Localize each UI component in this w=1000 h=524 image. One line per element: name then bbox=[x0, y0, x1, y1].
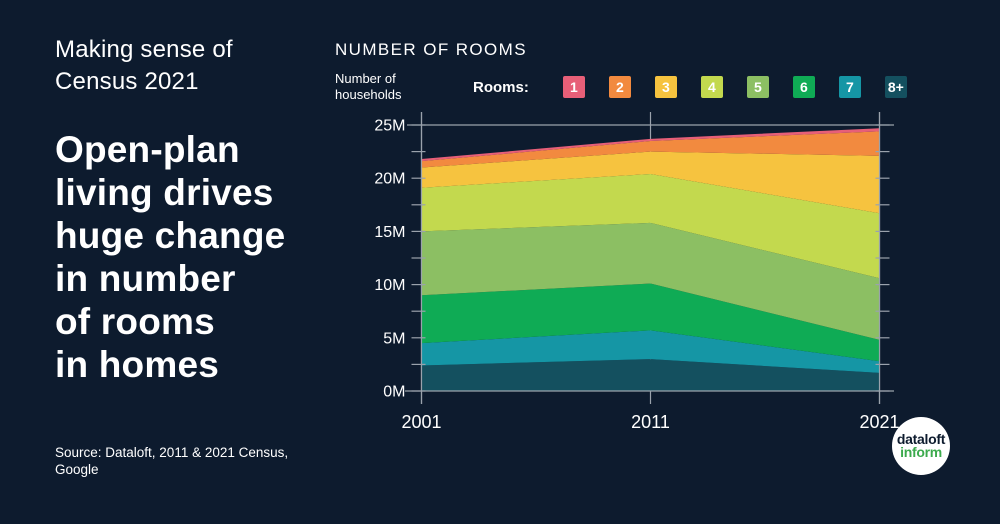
y-tick-label-0M: 0M bbox=[383, 384, 405, 401]
y-axis-caption: Number of households bbox=[335, 71, 402, 102]
legend-chip-7: 7 bbox=[838, 76, 861, 98]
dataloft-logo: dataloft inform bbox=[892, 417, 950, 475]
source-note: Source: Dataloft, 2011 & 2021 Census, Go… bbox=[55, 445, 289, 477]
y-tick-label-20M: 20M bbox=[374, 171, 405, 188]
legend-label: Rooms: bbox=[473, 78, 529, 96]
x-tick-label-2021: 2021 bbox=[859, 412, 899, 432]
area-rooms-3 bbox=[421, 151, 880, 214]
y-tick-label-10M: 10M bbox=[374, 277, 405, 294]
area-rooms-5 bbox=[421, 222, 880, 340]
area-rooms-7 bbox=[421, 330, 880, 373]
area-rooms-4 bbox=[421, 173, 880, 279]
legend-chip-2: 2 bbox=[608, 76, 631, 98]
chart-title: NUMBER OF ROOMS bbox=[335, 40, 527, 59]
logo-text-dataloft: dataloft bbox=[896, 431, 946, 447]
legend-chip-1: 1 bbox=[562, 76, 585, 98]
chart-legend: Rooms: 1 2 3 4 5 6 7 8+ bbox=[473, 76, 907, 98]
page-title: Open-plan living drives huge change in n… bbox=[55, 129, 286, 385]
area-rooms-6 bbox=[421, 283, 880, 362]
area-rooms-1 bbox=[421, 128, 880, 162]
area-rooms-2 bbox=[421, 131, 880, 168]
logo-text-inform: inform bbox=[900, 444, 942, 460]
x-tick-label-2001: 2001 bbox=[401, 412, 441, 432]
kicker-title: Making sense of Census 2021 bbox=[55, 36, 233, 95]
area-rooms-8plus bbox=[421, 359, 880, 391]
y-tick-label-25M: 25M bbox=[374, 118, 405, 135]
legend-chip-8plus: 8+ bbox=[884, 76, 907, 98]
y-tick-label-5M: 5M bbox=[383, 330, 405, 347]
x-tick-label-2011: 2011 bbox=[631, 412, 670, 432]
legend-chip-4: 4 bbox=[700, 76, 723, 98]
legend-chip-6: 6 bbox=[792, 76, 815, 98]
legend-chips: 1 2 3 4 5 6 7 8+ bbox=[562, 76, 907, 98]
legend-chip-3: 3 bbox=[654, 76, 677, 98]
y-tick-label-15M: 15M bbox=[374, 224, 405, 241]
legend-chip-5: 5 bbox=[746, 76, 769, 98]
